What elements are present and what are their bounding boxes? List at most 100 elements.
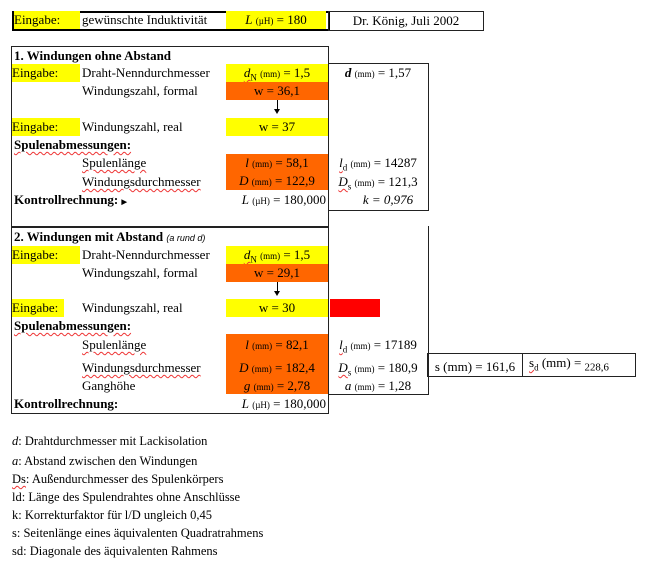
arrow-down-icon: [274, 282, 280, 296]
sym: l: [339, 337, 343, 352]
legend-ld: ld: Länge des Spulendrahtes ohne Anschlü…: [12, 489, 240, 505]
sym: s: [529, 355, 535, 370]
legend-k: k: Korrekturfaktor für l/D ungleich 0,45: [12, 507, 212, 523]
sym: d: [344, 65, 352, 80]
legend-d: d: Drahtdurchmesser mit Lackisolation: [12, 433, 207, 449]
sym: d: [12, 434, 19, 448]
value: = 1,5: [283, 65, 311, 80]
sym: D: [239, 360, 249, 375]
s2-dn-input[interactable]: dN (mm) = 1,5: [226, 246, 328, 265]
arrow-down-icon: [274, 100, 280, 114]
header-label: gewünschte Induktivität: [82, 12, 208, 27]
unit: (mm): [350, 159, 371, 169]
s2-laenge-label: Spulenlänge: [82, 337, 147, 352]
text: 2. Windungen mit Abstand: [14, 229, 164, 244]
s2-g-result: g (mm) = 2,78: [226, 377, 328, 395]
sym: D: [338, 174, 348, 189]
s2-eingabe-label: Eingabe:: [12, 246, 80, 264]
s2-eingabe2-label: Eingabe:: [12, 299, 64, 317]
section2-title: 2. Windungen mit Abstand (a rund d): [14, 228, 205, 246]
sym: a: [12, 454, 19, 468]
legend-sd: sd: Diagonale des äquivalenten Rahmens: [12, 543, 218, 559]
s2-spulen-heading: Spulenabmessungen:: [14, 318, 132, 333]
sym: D: [338, 360, 348, 375]
unit: (mm): [252, 341, 273, 351]
legend-ds: Ds: Außendurchmesser des Spulenkörpers: [12, 471, 223, 487]
sub: N: [250, 72, 257, 83]
sym: D: [239, 173, 249, 188]
header-eingabe-label: Eingabe:: [14, 11, 80, 29]
s1-dn-input[interactable]: dN (mm) = 1,5: [226, 64, 328, 83]
unit: (mm): [350, 341, 371, 351]
value: = 58,1: [275, 155, 309, 170]
sym: s: [12, 526, 17, 540]
unit: (mm) =: [541, 355, 582, 370]
sub: d: [342, 162, 348, 173]
s1-spulen-heading: Spulenabmessungen:: [14, 137, 132, 152]
s1-formal-label: Windungszahl, formal: [82, 83, 198, 98]
sym: g: [243, 378, 251, 393]
warning-cell: [330, 299, 380, 317]
unit: (mm): [253, 382, 274, 392]
value: s (mm) = 161,6: [434, 359, 516, 374]
unit: (mm): [252, 159, 273, 169]
text: : Außendurchmesser des Spulenkörpers: [25, 472, 224, 486]
value: = 1,5: [283, 247, 311, 262]
s2-l-result: l (mm) = 82,1: [226, 336, 328, 354]
value: = 14287: [373, 155, 417, 170]
L-symbol: L: [245, 12, 253, 27]
unit: (mm): [260, 69, 281, 79]
sym: Ds: [12, 472, 26, 486]
sub: s: [347, 181, 352, 192]
s1-draht-label: Draht-Nenndurchmesser: [82, 65, 210, 80]
value: = 180,000: [273, 192, 326, 207]
unit: (mm): [354, 69, 375, 79]
s1-w-formal: w = 36,1: [226, 82, 328, 100]
header-inductance-input[interactable]: L (µH) = 180: [226, 11, 326, 29]
s1-eingabe2-label: Eingabe:: [12, 118, 80, 136]
sym: l: [245, 155, 249, 170]
s2-draht-label: Draht-Nenndurchmesser: [82, 247, 210, 262]
sym: d: [243, 247, 251, 262]
s1-durch-label: Windungsdurchmesser: [82, 174, 201, 189]
s2-w-formal: w = 29,1: [226, 264, 328, 282]
unit: (mm): [251, 364, 272, 374]
unit: (µH): [252, 196, 270, 206]
sd-result-cell: sd (mm) = 228,6: [522, 353, 636, 377]
value: = 182,4: [275, 360, 315, 375]
author-cell: Dr. König, Juli 2002: [328, 11, 484, 31]
value: = 2,78: [276, 378, 311, 393]
unit: (mm): [354, 178, 375, 188]
unit: (mm): [260, 251, 281, 261]
sub: d: [342, 344, 348, 355]
header-input-box: [12, 11, 330, 31]
sym: l: [339, 155, 343, 170]
s1-laenge-label: Spulenlänge: [82, 155, 147, 170]
sub: N: [250, 254, 257, 265]
sym: l: [245, 337, 249, 352]
s2-kontroll-label: Kontrollrechnung:: [14, 396, 119, 411]
s2-L-check: L (µH) = 180,000: [226, 395, 326, 413]
sym: a: [344, 378, 352, 393]
text: Kontrollrechnung:: [14, 192, 119, 207]
value: = 1,28: [377, 378, 412, 393]
value: = 121,3: [377, 174, 418, 189]
section2-side-box: [328, 226, 429, 395]
sym: ld: [12, 490, 22, 504]
sub: s: [347, 367, 352, 378]
s1-w-real-input[interactable]: w = 37: [226, 118, 328, 136]
s2-Ds-result: Ds (mm) = 180,9: [328, 359, 428, 378]
s1-real-label: Windungszahl, real: [82, 119, 183, 134]
legend-s: s: Seitenlänge eines äquivalenten Quadra…: [12, 525, 263, 541]
legend-a: a: Abstand zwischen den Windungen: [12, 453, 197, 469]
s2-w-real-input[interactable]: w = 30: [226, 299, 328, 317]
unit: (mm): [251, 177, 272, 187]
sym: L: [241, 396, 249, 411]
s1-l-result: l (mm) = 58,1: [226, 154, 328, 172]
s1-L-check: L (µH) = 180,000: [226, 191, 326, 209]
sym: k: [12, 508, 19, 522]
text: : Abstand zwischen den Windungen: [18, 454, 198, 468]
value: = 180: [276, 12, 307, 27]
value: = 1,57: [377, 65, 412, 80]
s2-real-label: Windungszahl, real: [82, 300, 183, 315]
